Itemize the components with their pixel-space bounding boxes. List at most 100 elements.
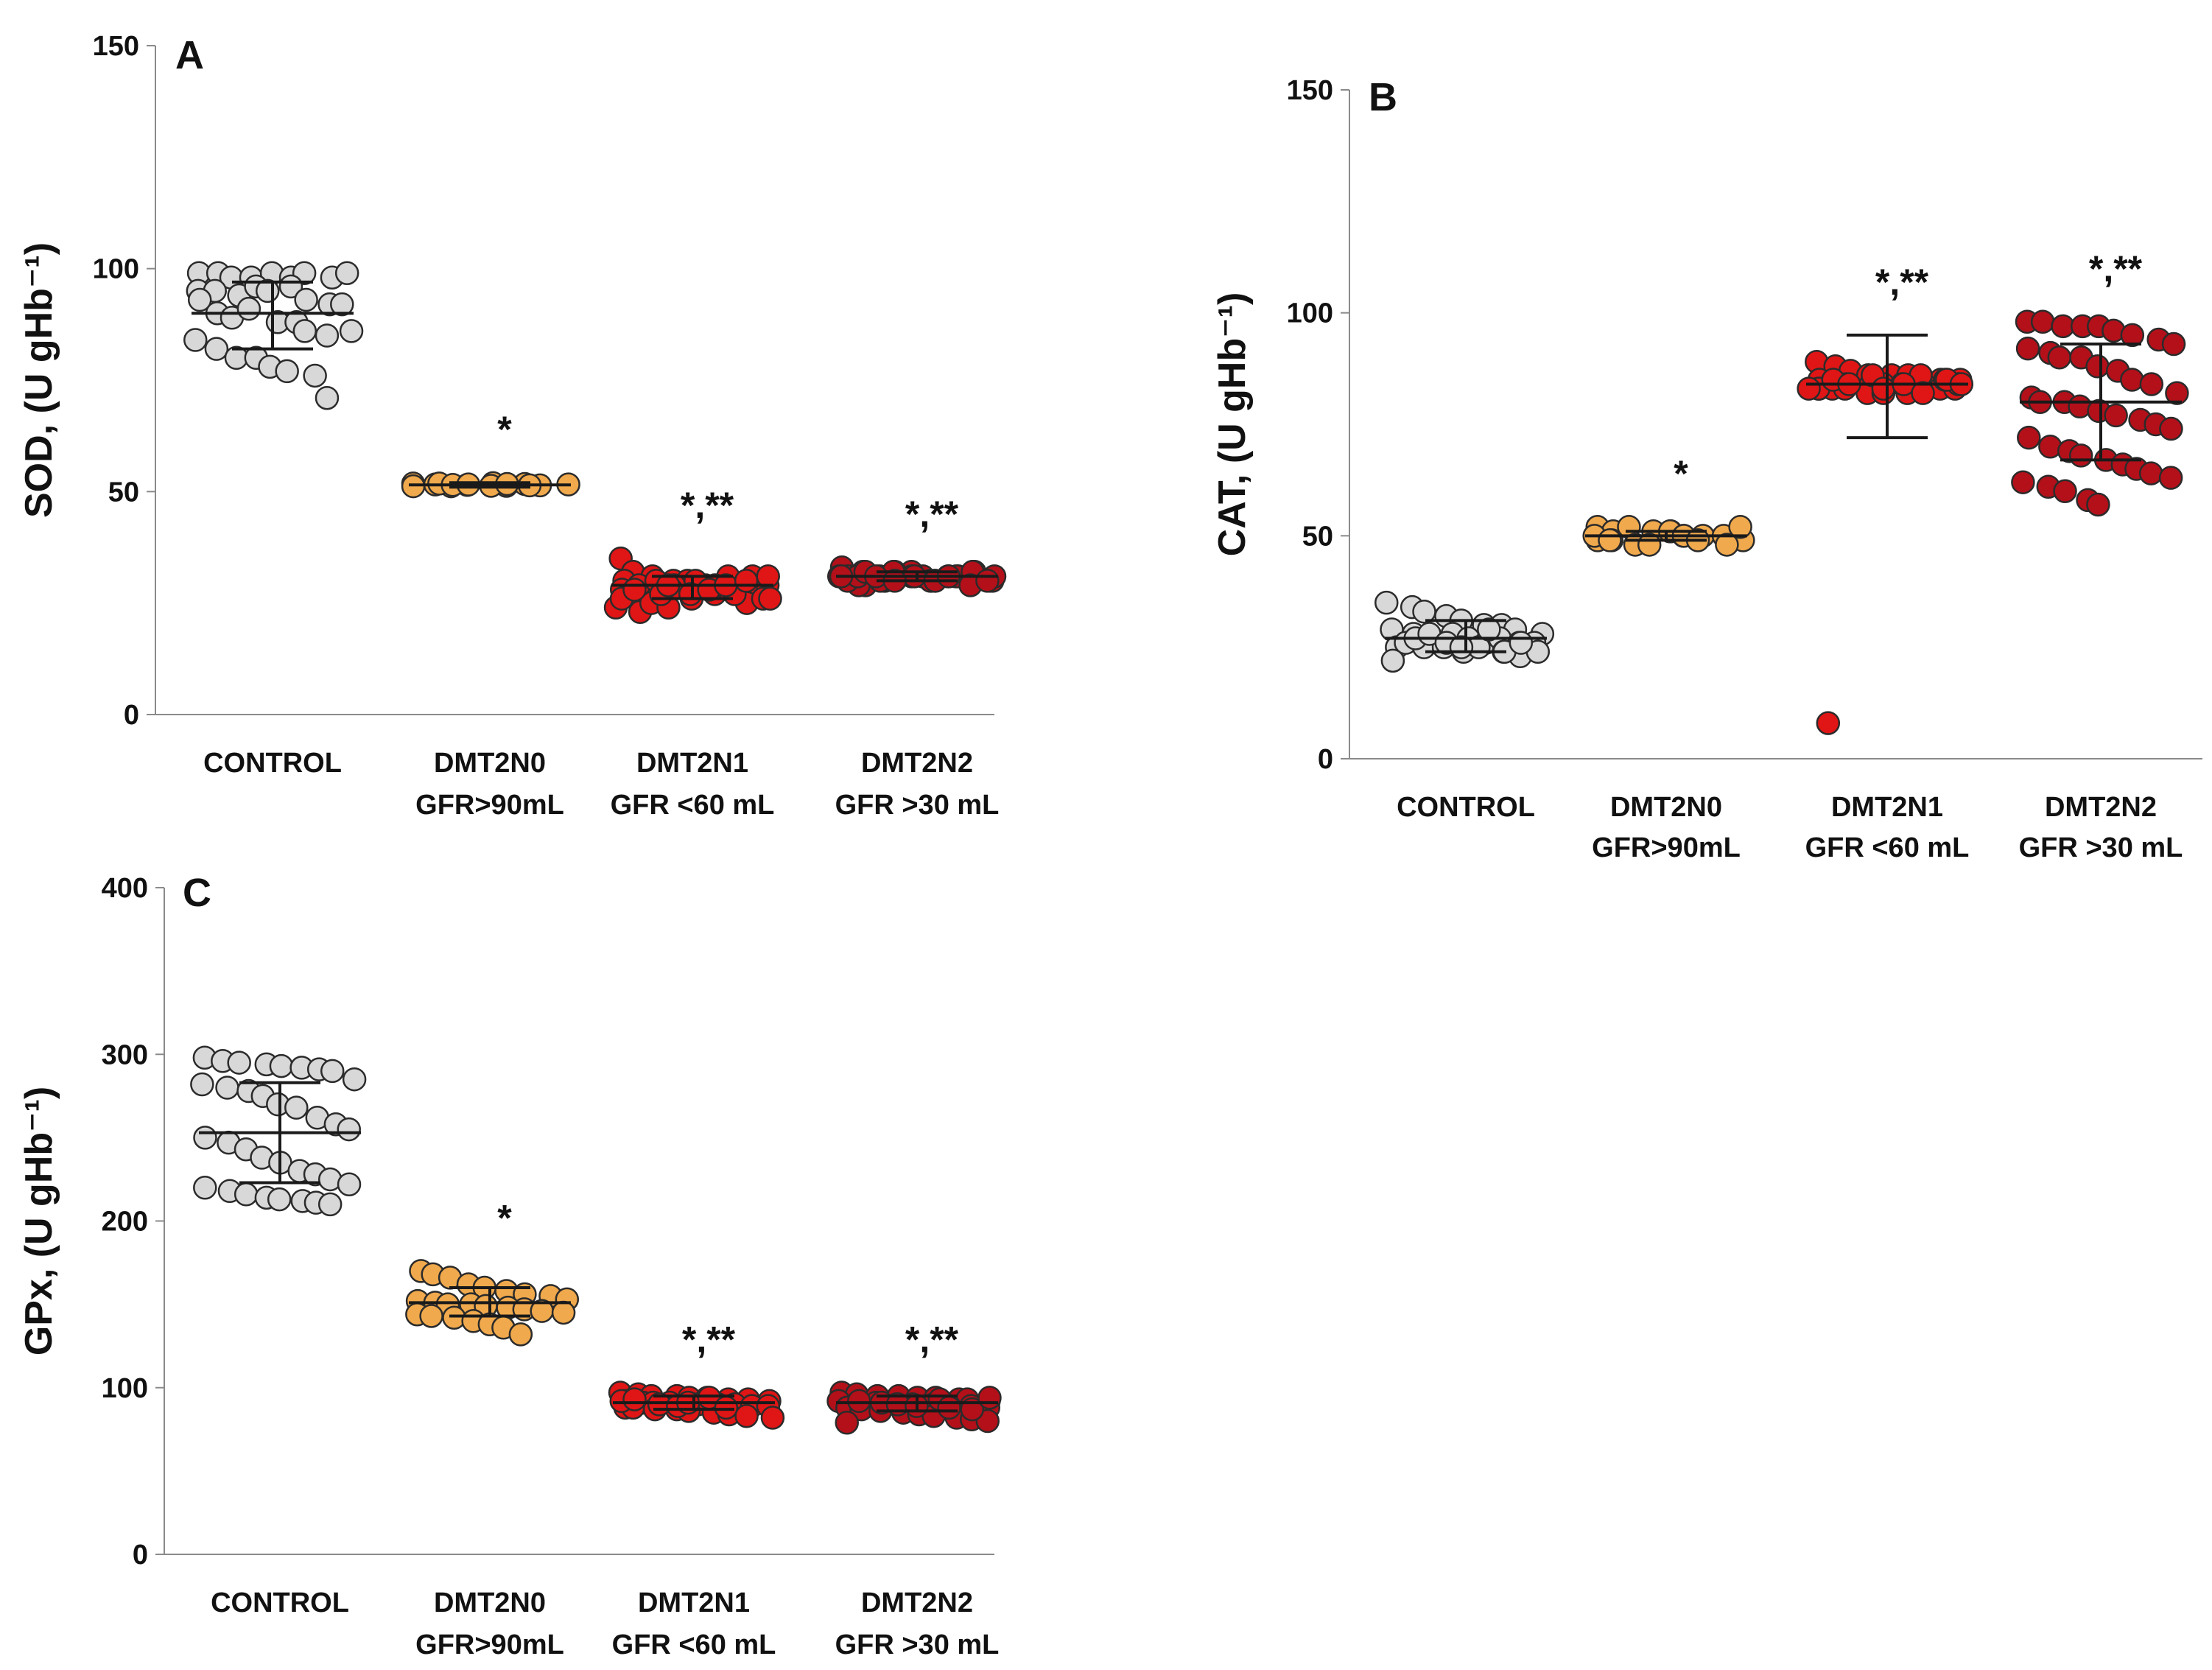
x-category-sublabel: GFR>90mL	[415, 1629, 564, 1660]
data-point	[2085, 354, 2110, 379]
data-point	[1728, 514, 1752, 539]
x-category-sublabel: GFR >30 mL	[2019, 832, 2183, 863]
data-point	[2139, 372, 2164, 396]
data-point	[315, 323, 340, 348]
data-point	[622, 578, 647, 602]
data-point	[1871, 376, 1896, 401]
x-category-label: DMT2N1	[1831, 792, 1943, 823]
data-point	[2030, 309, 2055, 334]
y-axis-title: GPx, (U gHb⁻¹)	[18, 1087, 60, 1355]
x-category-label: CONTROL	[203, 748, 342, 779]
group-control: CONTROL	[183, 261, 364, 779]
x-category-label: CONTROL	[1397, 792, 1535, 823]
data-point	[714, 1395, 739, 1420]
group-dmt2n2: DMT2N2 GFR >30 mL *,**	[826, 1319, 1002, 1660]
data-point	[508, 1322, 533, 1347]
x-category-sublabel: GFR>90mL	[1592, 832, 1741, 863]
data-point	[758, 586, 782, 611]
data-point	[269, 1053, 294, 1078]
data-point	[2086, 492, 2110, 517]
data-point	[2015, 336, 2040, 361]
data-point	[2017, 425, 2041, 450]
data-point	[1911, 381, 1935, 405]
data-point	[2120, 368, 2144, 392]
data-point	[756, 564, 780, 589]
data-point	[190, 1072, 214, 1097]
x-category-label: CONTROL	[211, 1587, 349, 1618]
significance-label: *	[497, 1197, 512, 1238]
data-point	[1715, 533, 1739, 557]
group-dmt2n1: DMT2N1 GFR <60 mL *,**	[1797, 262, 1974, 863]
significance-label: *	[497, 409, 512, 450]
data-point	[2138, 461, 2163, 485]
x-category-label: DMT2N0	[1610, 792, 1722, 823]
y-tick-label: 100	[93, 254, 139, 285]
significance-label: *,**	[905, 494, 959, 535]
data-point	[847, 1389, 871, 1414]
x-category-label: DMT2N0	[434, 1587, 546, 1618]
x-category-sublabel: GFR <60 mL	[611, 790, 775, 821]
data-point	[337, 1172, 362, 1196]
panel-c: 0 100 200 300 400 GPx, (U gHb⁻¹) C CONTROL DMT2N…	[18, 871, 1002, 1660]
panel-letter: C	[183, 871, 211, 915]
data-point	[183, 328, 208, 352]
data-point	[2120, 323, 2145, 348]
data-point	[193, 1126, 217, 1150]
data-point	[442, 1305, 466, 1330]
x-category-label: DMT2N2	[861, 1587, 973, 1618]
x-category-label: DMT2N2	[861, 748, 973, 779]
y-axis-title: CAT, (U gHb⁻¹)	[1211, 292, 1254, 557]
panel-b: 0 50 100 150 CAT, (U gHb⁻¹) B CONTROL DMT2N0 GFR…	[1211, 75, 2202, 863]
y-tick-label: 150	[1287, 75, 1333, 106]
panel-letter: B	[1369, 75, 1397, 119]
group-dmt2n0: DMT2N0 GFR>90mL *	[405, 1197, 580, 1660]
data-point	[977, 1386, 1002, 1410]
x-category-label: DMT2N2	[2045, 792, 2157, 823]
data-point	[204, 337, 229, 361]
x-category-label: DMT2N1	[636, 748, 748, 779]
group-dmt2n2: DMT2N2 GFR >30 mL *,**	[827, 494, 1007, 821]
data-point	[1477, 617, 1501, 642]
data-point	[193, 1176, 217, 1200]
data-point	[317, 1192, 343, 1217]
data-point	[1797, 376, 1821, 401]
panel-letter: A	[175, 33, 204, 77]
significance-label: *,**	[681, 485, 734, 526]
x-category-label: DMT2N1	[638, 1587, 750, 1618]
y-tick-label: 0	[1318, 744, 1333, 775]
data-point	[2047, 345, 2072, 370]
significance-label: *,**	[905, 1319, 959, 1361]
data-point	[2068, 443, 2093, 468]
data-point	[760, 1406, 785, 1430]
data-point	[234, 1182, 259, 1207]
significance-label: *,**	[1875, 262, 1929, 303]
y-tick-label: 50	[108, 477, 139, 508]
data-point	[337, 1117, 361, 1142]
significance-label: *,**	[682, 1319, 736, 1361]
data-point	[330, 292, 354, 317]
data-point	[2159, 416, 2183, 441]
data-point	[236, 296, 261, 321]
data-point	[1509, 631, 1534, 655]
data-point	[2158, 466, 2183, 490]
data-point	[2104, 403, 2128, 428]
y-tick-label: 150	[93, 31, 139, 62]
x-category-label: DMT2N0	[434, 748, 546, 779]
data-point	[1380, 648, 1405, 673]
data-point	[292, 319, 317, 343]
y-tick-label: 100	[102, 1373, 148, 1404]
y-tick-label: 0	[133, 1540, 148, 1571]
data-point	[2161, 331, 2186, 357]
data-point	[342, 1067, 367, 1092]
group-control: CONTROL	[190, 1045, 367, 1618]
data-point	[2053, 479, 2077, 504]
data-point	[1816, 711, 1841, 735]
x-category-sublabel: GFR >30 mL	[835, 1629, 1000, 1660]
y-tick-label: 300	[102, 1039, 148, 1070]
data-point	[303, 363, 327, 388]
y-tick-label: 50	[1302, 521, 1333, 552]
y-tick-label: 400	[102, 873, 148, 904]
significance-label: *,**	[2089, 248, 2143, 290]
data-point	[419, 1304, 443, 1328]
